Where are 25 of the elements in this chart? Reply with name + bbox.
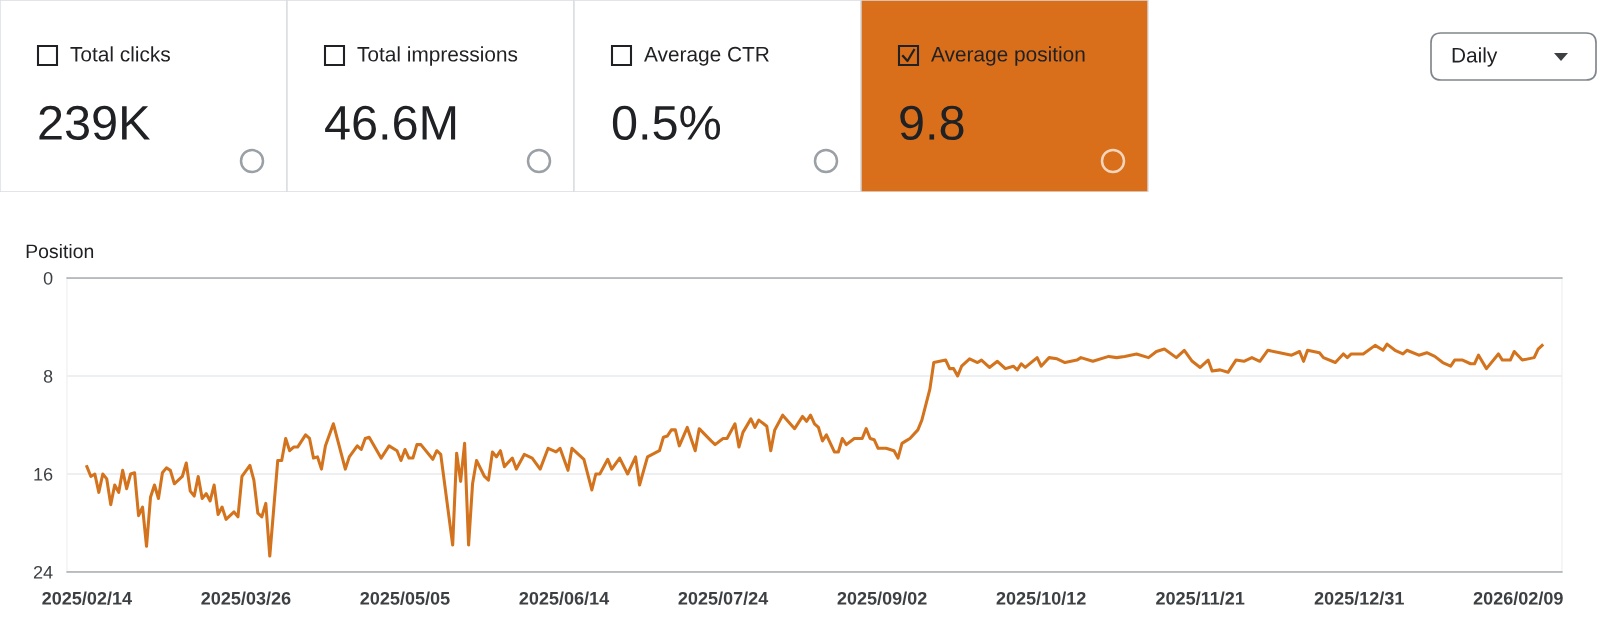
text: Total clicks xyxy=(70,46,170,62)
text: 239K xyxy=(39,105,150,141)
text: 9.8 xyxy=(900,105,964,141)
text: Average position xyxy=(931,46,1085,66)
text: Average CTR xyxy=(644,46,769,66)
text: Daily xyxy=(1452,47,1498,67)
text: Total impressions xyxy=(357,46,518,66)
x-tick-label: 2025/10/12 xyxy=(996,591,1086,605)
text: 0.5% xyxy=(612,105,721,141)
line-series xyxy=(85,342,1544,558)
y-tick-label: 16 xyxy=(34,467,53,481)
text: 46.6M xyxy=(325,105,456,141)
x-tick-label: 2025/07/24 xyxy=(678,591,769,605)
y-axis-title: Position xyxy=(26,243,94,259)
x-tick-label: 2025/11/21 xyxy=(1156,591,1245,605)
x-tick-label: 2026/02/09 xyxy=(1473,591,1563,605)
y-tick-label: 8 xyxy=(43,369,53,383)
x-tick-label: 2025/03/26 xyxy=(201,591,291,605)
y-tick-label: 0 xyxy=(43,271,53,285)
x-tick-label: 2025/06/14 xyxy=(519,591,610,605)
x-tick-label: 2025/05/05 xyxy=(360,591,450,605)
x-tick-label: 2025/12/31 xyxy=(1314,591,1404,605)
x-tick-label: 2025/09/02 xyxy=(837,591,927,605)
y-tick-label: 24 xyxy=(33,565,53,579)
x-tick-label: 2025/02/14 xyxy=(42,591,132,605)
